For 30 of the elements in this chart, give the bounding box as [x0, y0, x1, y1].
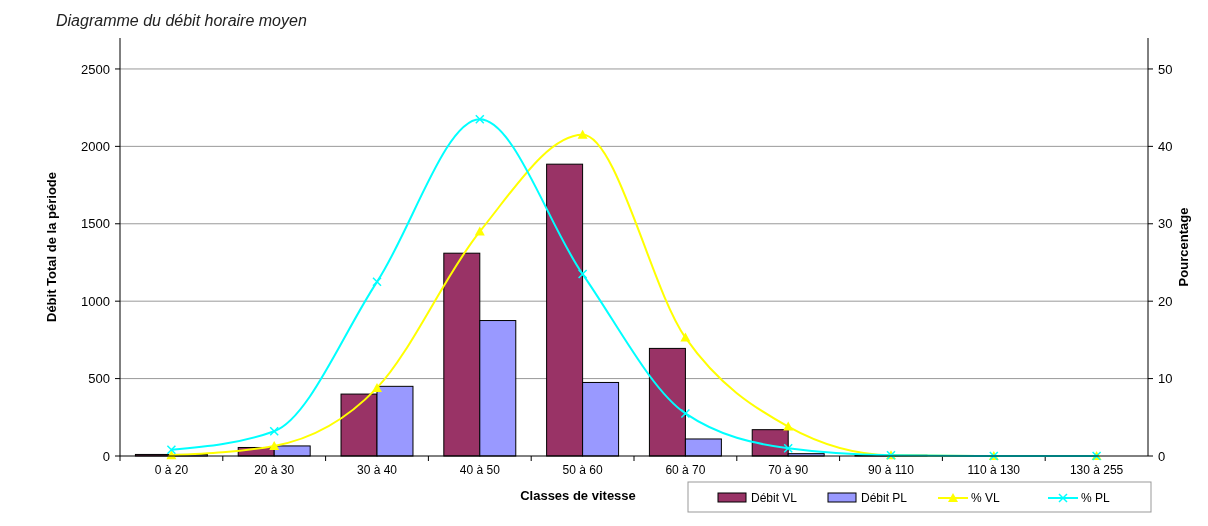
x-tick-label: 70 à 90: [768, 463, 809, 477]
x-tick-label: 90 à 110: [868, 463, 915, 477]
y-tick-label: 1000: [81, 293, 110, 309]
y-tick-label: 2000: [81, 138, 110, 154]
x-axis-title: Classes de vitesse: [520, 488, 636, 503]
y-tick-label: 0: [102, 448, 110, 464]
y-tick-label: 2500: [81, 61, 110, 77]
legend-label: % PL: [1081, 491, 1111, 506]
x-tick-label: 0 à 20: [154, 463, 189, 477]
x-tick-label: 40 à 50: [459, 463, 501, 477]
y2-tick-label: 50: [1158, 61, 1173, 77]
y2-tick-label: 20: [1158, 293, 1173, 309]
legend-label: Débit PL: [861, 491, 908, 506]
x-tick-label: 20 à 30: [254, 463, 295, 477]
y2-tick-label: 10: [1158, 371, 1173, 387]
x-tick-label: 130 à 255: [1069, 463, 1124, 477]
y2-tick-label: 40: [1158, 138, 1173, 154]
legend-label: Débit VL: [751, 491, 798, 506]
y-tick-label: 1500: [81, 216, 110, 232]
legend-label: % VL: [971, 491, 1001, 506]
x-tick-label: 50 à 60: [562, 463, 603, 477]
y2-tick-label: 30: [1158, 216, 1173, 232]
x-tick-label: 110 à 130: [967, 463, 1021, 477]
x-tick-label: 30 à 40: [356, 463, 398, 477]
y-axis-title: Débit Total de la période: [44, 171, 59, 323]
y-tick-label: 500: [88, 371, 110, 387]
y2-axis-title: Pourcentage: [1176, 207, 1191, 287]
y2-tick-label: 0: [1158, 448, 1166, 464]
chart-title: Diagramme du débit horaire moyen: [56, 12, 307, 29]
x-tick-label: 60 à 70: [665, 463, 706, 477]
